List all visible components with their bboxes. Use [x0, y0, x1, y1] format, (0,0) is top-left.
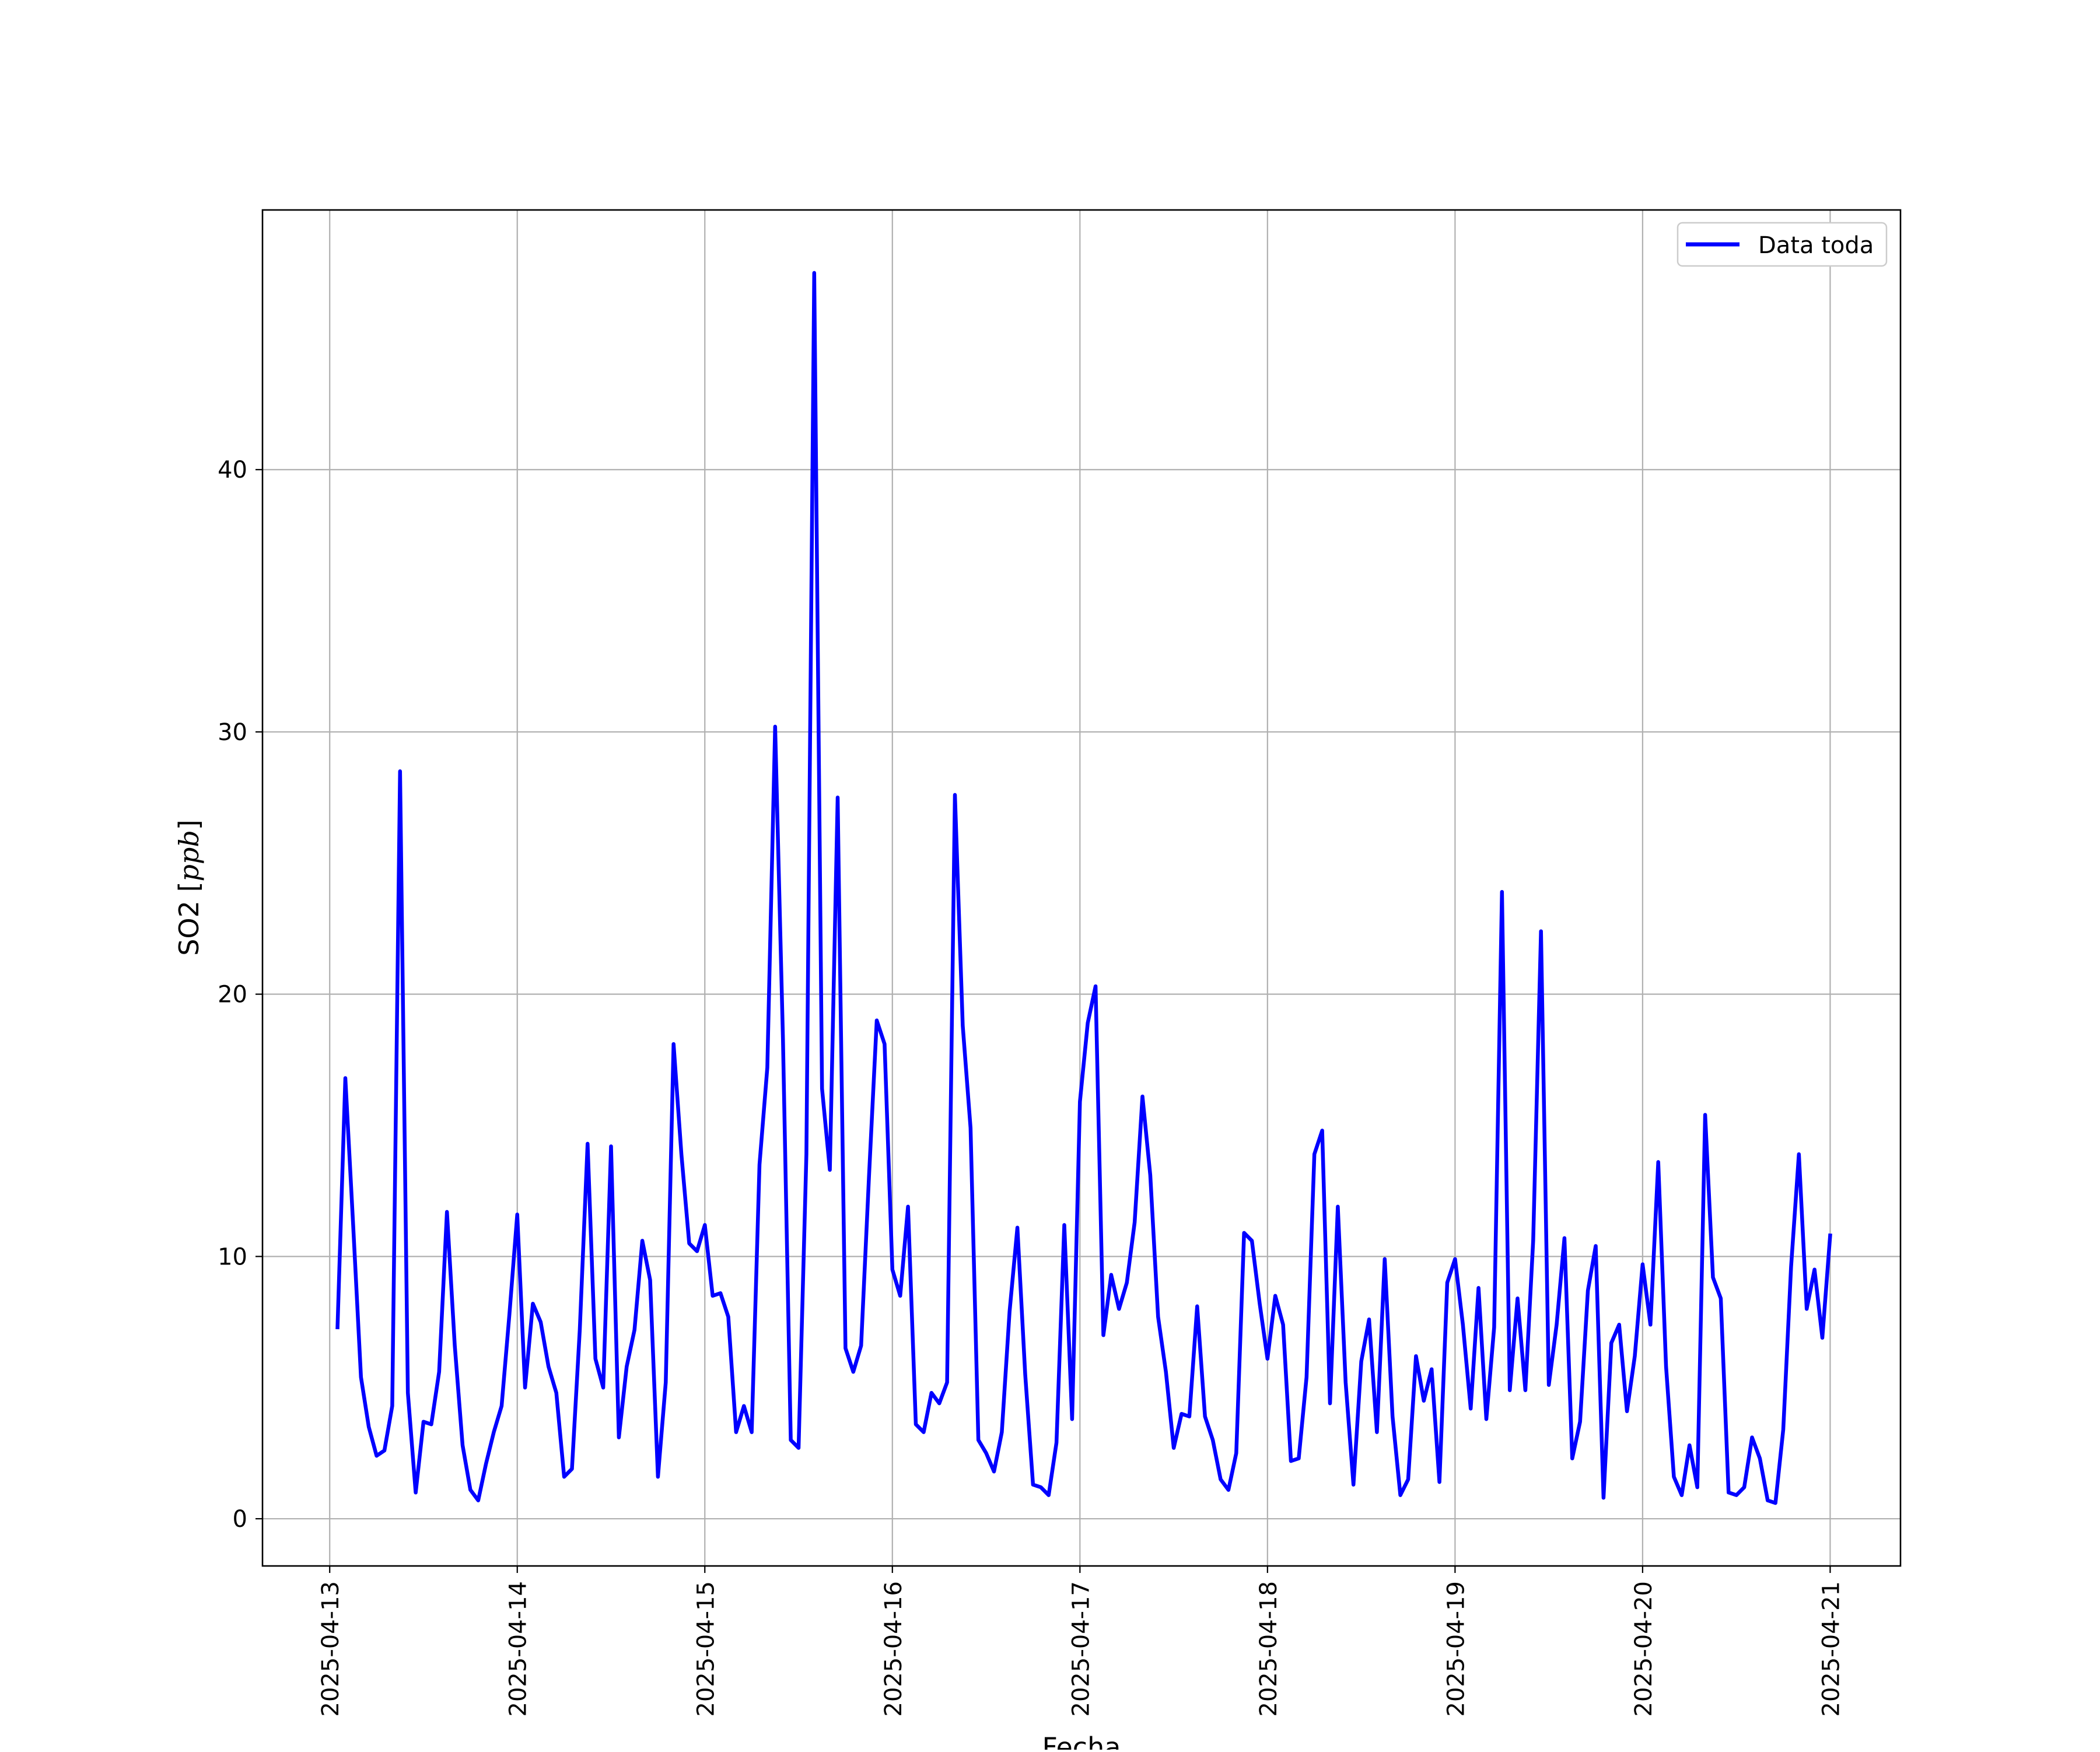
series-line-0: [335, 271, 1832, 1505]
y-tick-label: 0: [233, 1506, 247, 1533]
y-tick-label: 30: [218, 719, 247, 746]
legend-box: [1676, 222, 1888, 267]
y-axis-label-suffix: ]: [173, 819, 205, 830]
grid-lines: [262, 210, 1901, 1566]
x-tick-label: 2025-04-18: [1255, 1581, 1282, 1716]
plot-area-frame: [261, 209, 1902, 1567]
x-tick-label: 2025-04-20: [1630, 1581, 1657, 1716]
x-tick-label: 2025-04-14: [505, 1581, 532, 1716]
series-layer: [335, 271, 1832, 1505]
y-tick-label: 10: [218, 1243, 247, 1270]
x-tick-label: 2025-04-17: [1068, 1581, 1094, 1716]
y-tick-label: 20: [218, 982, 247, 1008]
x-tick-label: 2025-04-15: [692, 1581, 719, 1716]
y-tick-label: 40: [218, 457, 247, 483]
y-axis-label-unit: ppb: [173, 830, 205, 881]
x-tick-label: 2025-04-13: [317, 1581, 344, 1716]
x-axis-ticks: 2025-04-13 2025-04-14 2025-04-15 2025-04-16…: [317, 1566, 1845, 1716]
y-axis-label-prefix: SO2 [: [173, 882, 205, 956]
y-axis-ticks: 0 10 20 30 40: [218, 457, 262, 1533]
x-tick-label: 2025-04-19: [1443, 1581, 1469, 1716]
x-tick-label: 2025-04-16: [880, 1581, 907, 1716]
x-tick-label: 2025-04-21: [1818, 1581, 1845, 1716]
legend-label-data-toda: Data toda: [1758, 232, 1874, 259]
legend: Data toda: [1676, 222, 1888, 267]
y-axis-label: SO2 [ppb]: [173, 819, 205, 956]
x-axis-label: Fecha: [1042, 1732, 1121, 1750]
